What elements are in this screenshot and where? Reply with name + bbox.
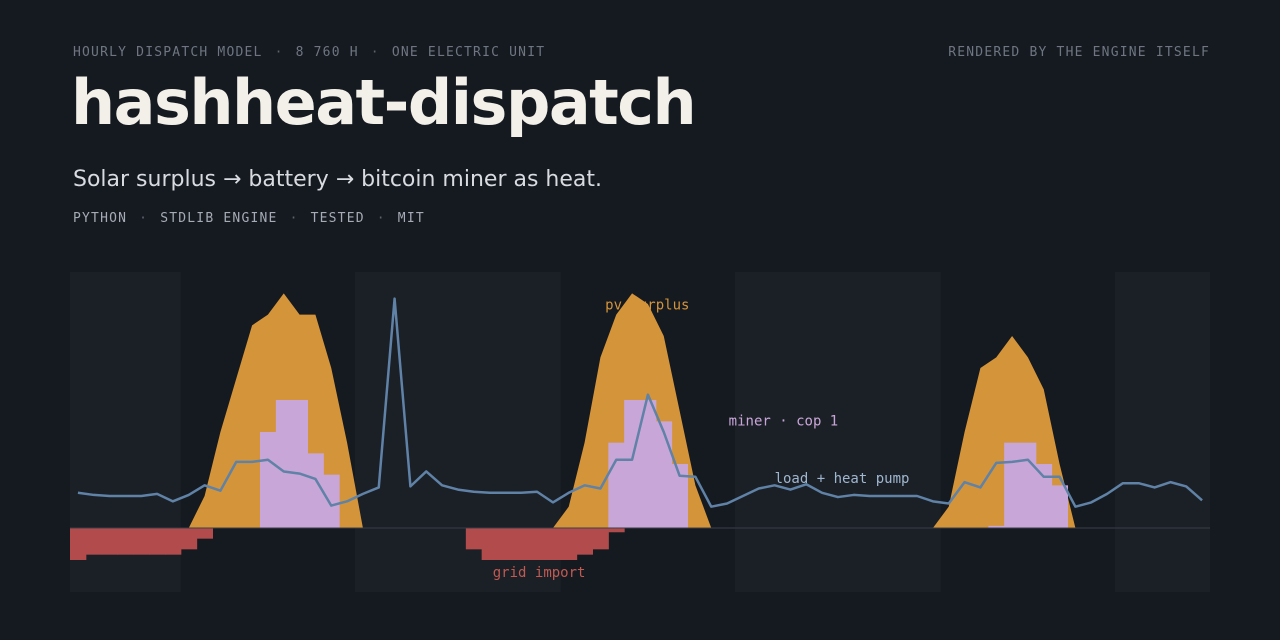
miner-bar — [1020, 442, 1037, 528]
miner-bar — [1035, 464, 1053, 528]
kicker-separator: · — [370, 45, 380, 60]
miner-bar — [307, 453, 324, 528]
miner-bar — [291, 400, 308, 528]
grid-import-bar — [133, 528, 150, 555]
miner-label: miner · cop 1 — [729, 414, 839, 430]
load-line — [77, 297, 1203, 508]
grid-import-bar — [465, 528, 483, 550]
grid-import-bar — [149, 528, 166, 555]
tech-tag: STDLIB ENGINE — [160, 211, 278, 226]
grid-import-label: grid import — [493, 565, 586, 581]
tech-tags: PYTHON · STDLIB ENGINE · TESTED · MIT — [73, 211, 425, 226]
miner-bar — [988, 525, 1005, 528]
pv-surplus-label: pv surplus — [605, 297, 689, 313]
kicker-item: 8 760 H — [295, 45, 359, 60]
miner-bar — [323, 474, 340, 528]
tech-tag: TESTED — [310, 211, 365, 226]
night-band — [1115, 272, 1210, 592]
tech-separator: · — [139, 211, 149, 226]
kicker-item: ONE ELECTRIC UNIT — [391, 45, 546, 60]
miner-bar — [1051, 485, 1068, 528]
grid-import-bar — [497, 528, 514, 560]
miner-bar — [1004, 442, 1021, 528]
tech-tag: PYTHON — [73, 211, 128, 226]
grid-import-bar — [608, 528, 625, 533]
grid-import-bar — [85, 528, 103, 555]
night-band — [735, 272, 941, 592]
load-label: load + heat pump — [775, 471, 910, 487]
miner-bar — [624, 400, 641, 528]
grid-import-bar — [545, 528, 562, 560]
credit-text: RENDERED BY THE ENGINE ITSELF — [948, 45, 1210, 60]
grid-import-bar — [180, 528, 198, 550]
subtitle: Solar surplus → battery → bitcoin miner … — [73, 167, 603, 192]
kicker: HOURLY DISPATCH MODEL · 8 760 H · ONE ELECTR… — [73, 45, 545, 60]
miner-bar — [260, 432, 277, 528]
grid-import-bar — [560, 528, 578, 560]
grid-import-bar — [196, 528, 213, 539]
grid-import-bar — [481, 528, 498, 560]
tech-separator: · — [376, 211, 386, 226]
miner-bar — [640, 400, 657, 528]
grid-import-bar — [101, 528, 118, 555]
grid-import-bar — [165, 528, 182, 555]
kicker-separator: · — [274, 45, 284, 60]
miner-bar — [671, 464, 688, 528]
miner-bar — [655, 421, 673, 528]
grid-import-bar — [117, 528, 134, 555]
tech-tag: MIT — [397, 211, 425, 226]
grid-import-bar — [513, 528, 530, 560]
grid-import-bar — [576, 528, 593, 555]
kicker-item: HOURLY DISPATCH MODEL — [73, 45, 263, 60]
miner-bar — [608, 442, 625, 528]
page-title: hashheat-dispatch — [71, 66, 697, 139]
miner-bar — [275, 400, 293, 528]
grid-import-bar — [70, 528, 87, 560]
grid-import-bar — [529, 528, 546, 560]
grid-import-bar — [592, 528, 609, 550]
tech-separator: · — [289, 211, 299, 226]
